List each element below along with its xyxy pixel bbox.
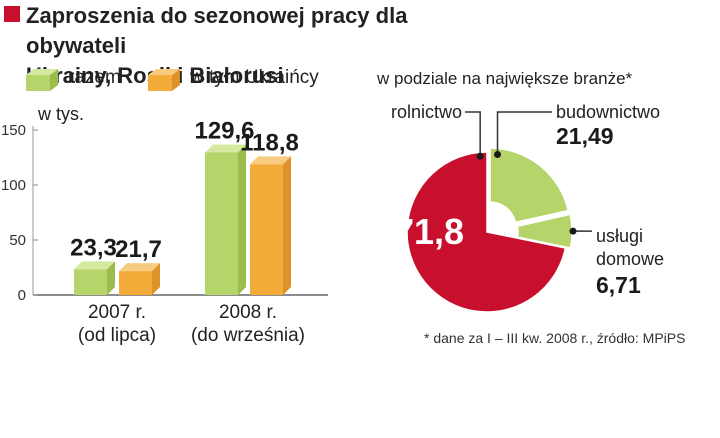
title-line-1: Zaproszenia do sezonowej pracy dla obywa… <box>26 3 408 58</box>
unit-label: w tys. <box>38 104 85 124</box>
pie-value-uslugi: 6,71 <box>596 272 641 298</box>
bar-side <box>152 263 160 295</box>
swatch-razem-side <box>50 69 58 91</box>
pie-label-budownictwo: budownictwo <box>556 102 660 122</box>
category-sublabel: (od lipca) <box>78 325 156 346</box>
bar-front <box>205 152 238 295</box>
swatch-ukr-top <box>148 69 180 75</box>
pie-subtitle: w podziale na największe branże* <box>377 69 633 88</box>
bar-top <box>74 261 115 270</box>
bar-side <box>238 144 246 295</box>
category-sublabel: (do września) <box>191 325 305 346</box>
bar-value-label: 21,7 <box>115 236 162 263</box>
legend-swatch-razem <box>26 69 58 91</box>
swatch-ukr-front <box>148 75 172 91</box>
bar-value-label: 23,3 <box>70 234 117 261</box>
bar-value-label: 118,8 <box>240 129 299 156</box>
pie-slice-usługi-domowe <box>516 213 573 249</box>
leader-line-budownictwo <box>496 111 552 155</box>
chart-title: Zaproszenia do sezonowej pracy dla obywa… <box>26 1 486 91</box>
bar-top <box>205 144 246 153</box>
bar-chart: 0 50 100 150 23,321,7 2007 r.(od lipca) 129,6… <box>1 117 328 346</box>
y-tick-label: 0 <box>18 287 26 304</box>
bar-top <box>250 156 291 165</box>
pie-label-rolnictwo: rolnictwo <box>391 102 462 122</box>
pie-label-uslugi-line2: domowe <box>596 249 664 269</box>
bar-side <box>283 156 291 295</box>
bar-value-label: 129,6 <box>194 117 254 144</box>
leader-dot-budownictwo <box>494 150 502 158</box>
legend-swatch-ukraincy <box>148 69 180 91</box>
footnote: * dane za I – III kw. 2008 r., źródło: M… <box>424 330 686 346</box>
pie-label-uslugi-line1: usługi <box>596 226 643 246</box>
pie-value-budownictwo: 21,49 <box>556 123 614 149</box>
category-label: 2007 r. <box>88 302 146 323</box>
y-tick-label: 150 <box>1 122 26 139</box>
legend-label-ukraincy: w tym Ukraińcy <box>190 67 319 88</box>
leader-line-rolnictwo <box>465 111 481 157</box>
pie-slice-budownictwo <box>489 147 570 224</box>
bar-front <box>74 269 107 295</box>
bar-top <box>119 263 160 272</box>
y-tick-label: 50 <box>9 232 26 249</box>
swatch-ukr-side <box>172 69 180 91</box>
legend-label-razem: razem <box>68 67 121 88</box>
category-label: 2008 r. <box>219 302 277 323</box>
bar-side <box>107 261 115 295</box>
bar-front <box>119 271 152 295</box>
pie-slice-rolnictwo <box>406 151 567 313</box>
leader-dot-rolnictwo <box>476 152 484 160</box>
pie-value-rolnictwo: 71,8 <box>394 211 464 252</box>
swatch-razem-front <box>26 75 50 91</box>
title-marker-square <box>4 6 20 22</box>
leader-dot-uslugi <box>569 227 577 235</box>
swatch-razem-top <box>26 69 58 75</box>
bar-front <box>250 164 283 295</box>
y-tick-label: 100 <box>1 177 26 194</box>
